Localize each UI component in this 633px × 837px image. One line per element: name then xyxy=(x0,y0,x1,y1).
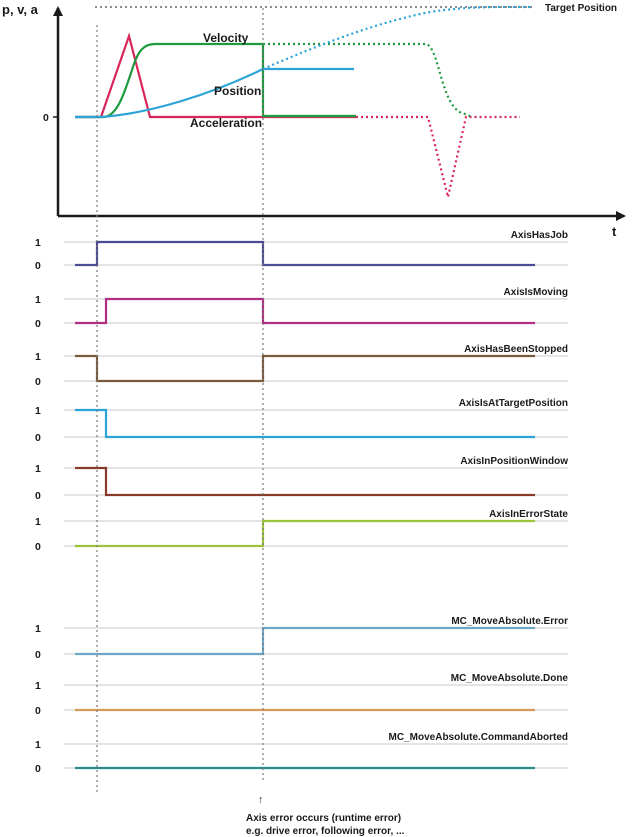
x-axis-label: t xyxy=(612,224,617,239)
low-level-label: 0 xyxy=(35,260,41,272)
signal-waveform xyxy=(75,519,535,548)
velocity-curve-planned xyxy=(263,42,471,118)
signal-row-axisinerrorstate: 1 0 AxisInErrorState xyxy=(35,509,568,553)
signal-row-axishasjob: 1 0 AxisHasJob xyxy=(35,230,568,272)
target-position-label: Target Position xyxy=(545,3,617,14)
high-level-label: 1 xyxy=(35,405,41,417)
error-note-line2: e.g. drive error, following error, ... xyxy=(246,826,405,837)
error-note-line1: Axis error occurs (runtime error) xyxy=(246,813,401,824)
low-level-label: 0 xyxy=(35,318,41,330)
high-level-label: 1 xyxy=(35,237,41,249)
low-level-label: 0 xyxy=(35,432,41,444)
signal-waveform xyxy=(75,408,535,439)
signal-row-mc-moveabsolute-commandaborted: 1 0 MC_MoveAbsolute.CommandAborted xyxy=(35,732,568,775)
signal-name-label: AxisInErrorState xyxy=(489,509,568,520)
low-level-label: 0 xyxy=(35,763,41,775)
signal-name-label: AxisHasBeenStopped xyxy=(464,344,568,355)
position-curve-planned xyxy=(262,5,531,71)
signal-name-label: AxisHasJob xyxy=(511,230,568,241)
acceleration-label: Acceleration xyxy=(190,116,262,130)
y-axis-label: p, v, a xyxy=(2,2,39,17)
signal-name-label: MC_MoveAbsolute.CommandAborted xyxy=(389,732,568,743)
error-annotation: ↑ Axis error occurs (runtime error) e.g.… xyxy=(246,794,405,837)
high-level-label: 1 xyxy=(35,680,41,692)
signal-row-mc-moveabsolute-error: 1 0 MC_MoveAbsolute.Error xyxy=(35,616,568,661)
low-level-label: 0 xyxy=(35,376,41,388)
high-level-label: 1 xyxy=(35,351,41,363)
position-curve xyxy=(75,67,354,119)
signal-row-axisinpositionwindow: 1 0 AxisInPositionWindow xyxy=(35,456,568,502)
signal-row-mc-moveabsolute-done: 1 0 MC_MoveAbsolute.Done xyxy=(35,673,568,717)
high-level-label: 1 xyxy=(35,463,41,475)
signal-row-axishasbeenstopped: 1 0 AxisHasBeenStopped xyxy=(35,344,568,388)
signal-name-label: AxisInPositionWindow xyxy=(460,456,568,467)
motion-chart: Target Position p, v, a t 0 Velocity Pos… xyxy=(2,2,626,239)
high-level-label: 1 xyxy=(35,623,41,635)
error-arrow: ↑ xyxy=(258,794,263,806)
signal-name-label: AxisIsAtTargetPosition xyxy=(459,398,568,409)
signal-row-axisismoving: 1 0 AxisIsMoving xyxy=(35,287,568,330)
signal-waveform xyxy=(75,466,535,497)
acceleration-curve xyxy=(75,32,356,119)
signal-rows: 1 0 AxisHasJob 1 0 AxisIsMoving 1 0 AxisHasBeenS… xyxy=(35,230,568,775)
high-level-label: 1 xyxy=(35,516,41,528)
low-level-label: 0 xyxy=(35,490,41,502)
signal-name-label: MC_MoveAbsolute.Done xyxy=(451,673,569,684)
high-level-label: 1 xyxy=(35,739,41,751)
signal-row-axisisattargetposition: 1 0 AxisIsAtTargetPosition xyxy=(35,398,568,444)
signal-name-label: AxisIsMoving xyxy=(504,287,568,298)
velocity-curve xyxy=(75,42,356,119)
signal-waveform xyxy=(75,240,535,267)
signal-waveform xyxy=(75,354,535,383)
signal-waveform xyxy=(75,626,535,656)
low-level-label: 0 xyxy=(35,541,41,553)
low-level-label: 0 xyxy=(35,705,41,717)
signal-name-label: MC_MoveAbsolute.Error xyxy=(451,616,568,627)
velocity-label: Velocity xyxy=(203,31,249,45)
zero-tick-label: 0 xyxy=(43,112,49,124)
position-label: Position xyxy=(214,84,261,98)
low-level-label: 0 xyxy=(35,649,41,661)
acceleration-curve-planned xyxy=(356,115,520,198)
signal-waveform xyxy=(75,297,535,325)
high-level-label: 1 xyxy=(35,294,41,306)
